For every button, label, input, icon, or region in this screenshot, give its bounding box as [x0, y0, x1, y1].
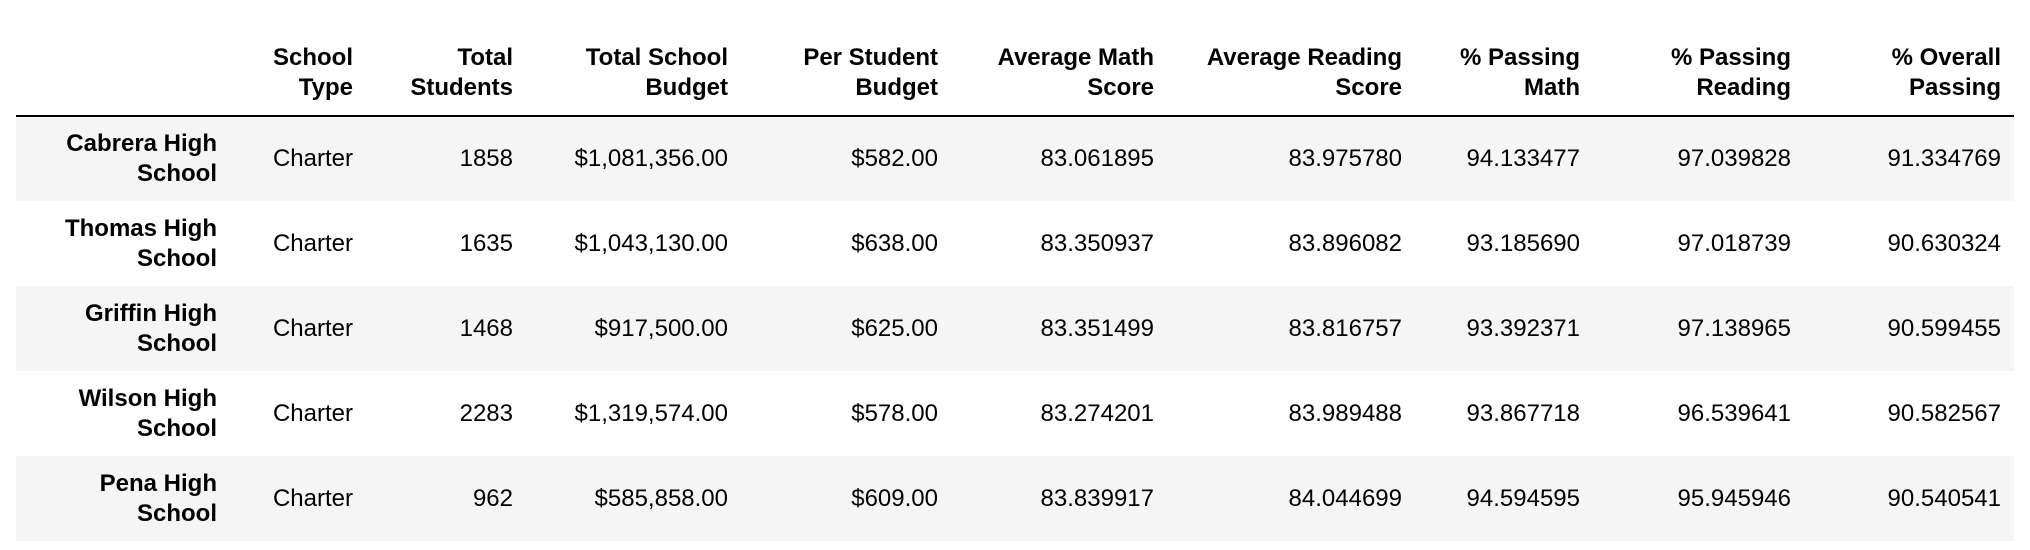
column-header-per-student-budget: Per Student Budget — [741, 36, 951, 117]
cell-average-math-score: 83.274201 — [1040, 399, 1154, 427]
cell-school-type: Charter — [272, 314, 353, 342]
cell-school-type: Charter — [272, 484, 353, 512]
column-header-pct-overall-passing: % Overall Passing — [1804, 36, 2014, 117]
column-header-average-reading-score: Average Reading Score — [1167, 36, 1415, 117]
row-index-school: Wilson High School — [78, 384, 217, 442]
cell-total-students: 2283 — [459, 399, 513, 427]
cell-total-students: 962 — [472, 484, 513, 512]
cell-average-math-score: 83.350937 — [1040, 229, 1154, 257]
column-header-total-students: Total Students — [366, 36, 526, 117]
cell-total-school-budget: $1,081,356.00 — [574, 145, 728, 172]
cell-total-school-budget: $1,043,130.00 — [574, 229, 728, 257]
cell-pct-passing-math: 94.594595 — [1466, 484, 1580, 512]
cell-pct-overall-passing: 91.334769 — [1887, 145, 2001, 172]
cell-school-type: Charter — [272, 145, 353, 172]
cell-pct-passing-reading: 97.039828 — [1677, 145, 1791, 172]
cell-pct-passing-reading: 96.539641 — [1677, 399, 1791, 427]
cell-average-reading-score: 84.044699 — [1288, 484, 1402, 512]
cell-school-type: Charter — [272, 229, 353, 257]
column-header-total-school-budget: Total School Budget — [526, 36, 741, 117]
cell-per-student-budget: $582.00 — [851, 145, 938, 172]
cell-total-students: 1635 — [459, 229, 513, 257]
cell-per-student-budget: $609.00 — [851, 484, 938, 512]
cell-average-math-score: 83.351499 — [1040, 314, 1154, 342]
cell-total-school-budget: $917,500.00 — [594, 314, 728, 342]
school-summary-table: School Type Total Students Total School … — [16, 36, 2014, 541]
cell-pct-overall-passing: 90.582567 — [1887, 399, 2001, 427]
row-index-school: Cabrera High School — [66, 130, 217, 187]
table-row: Wilson High School Charter 2283 $1,319,5… — [16, 371, 2014, 456]
table-row: Cabrera High School Charter 1858 $1,081,… — [16, 116, 2014, 201]
cell-pct-passing-math: 93.867718 — [1466, 399, 1580, 427]
cell-average-reading-score: 83.989488 — [1288, 399, 1402, 427]
cell-total-school-budget: $585,858.00 — [594, 484, 728, 512]
row-index-school: Thomas High School — [64, 214, 217, 272]
cell-pct-overall-passing: 90.540541 — [1887, 484, 2001, 512]
column-header-school-type: School Type — [230, 36, 366, 117]
column-header-average-math-score: Average Math Score — [951, 36, 1167, 117]
row-index-school: Pena High School — [99, 469, 217, 527]
cell-pct-passing-reading: 97.018739 — [1677, 229, 1791, 257]
cell-per-student-budget: $578.00 — [851, 399, 938, 427]
cell-pct-overall-passing: 90.630324 — [1887, 229, 2001, 257]
column-header-pct-passing-math: % Passing Math — [1415, 36, 1593, 117]
column-header-pct-passing-reading: % Passing Reading — [1593, 36, 1804, 117]
cell-per-student-budget: $638.00 — [851, 229, 938, 257]
row-index-school: Griffin High School — [85, 299, 217, 357]
cell-average-reading-score: 83.896082 — [1288, 229, 1402, 257]
cell-pct-passing-math: 94.133477 — [1466, 145, 1580, 172]
table-row: Pena High School Charter 962 $585,858.00… — [16, 456, 2014, 541]
dataframe-output: School Type Total Students Total School … — [16, 36, 2014, 541]
cell-pct-passing-math: 93.392371 — [1466, 314, 1580, 342]
cell-average-reading-score: 83.816757 — [1288, 314, 1402, 342]
cell-total-students: 1858 — [459, 145, 513, 172]
cell-per-student-budget: $625.00 — [851, 314, 938, 342]
cell-average-math-score: 83.061895 — [1040, 145, 1154, 172]
cell-total-school-budget: $1,319,574.00 — [574, 399, 728, 427]
table-row: Griffin High School Charter 1468 $917,50… — [16, 286, 2014, 371]
table-row: Thomas High School Charter 1635 $1,043,1… — [16, 201, 2014, 286]
header-row: School Type Total Students Total School … — [16, 36, 2014, 117]
cell-pct-passing-reading: 95.945946 — [1677, 484, 1791, 512]
index-header — [16, 36, 230, 117]
cell-school-type: Charter — [272, 399, 353, 427]
cell-average-reading-score: 83.975780 — [1288, 145, 1402, 172]
cell-pct-passing-math: 93.185690 — [1466, 229, 1580, 257]
cell-total-students: 1468 — [459, 314, 513, 342]
cell-pct-passing-reading: 97.138965 — [1677, 314, 1791, 342]
cell-average-math-score: 83.839917 — [1040, 484, 1154, 512]
cell-pct-overall-passing: 90.599455 — [1887, 314, 2001, 342]
